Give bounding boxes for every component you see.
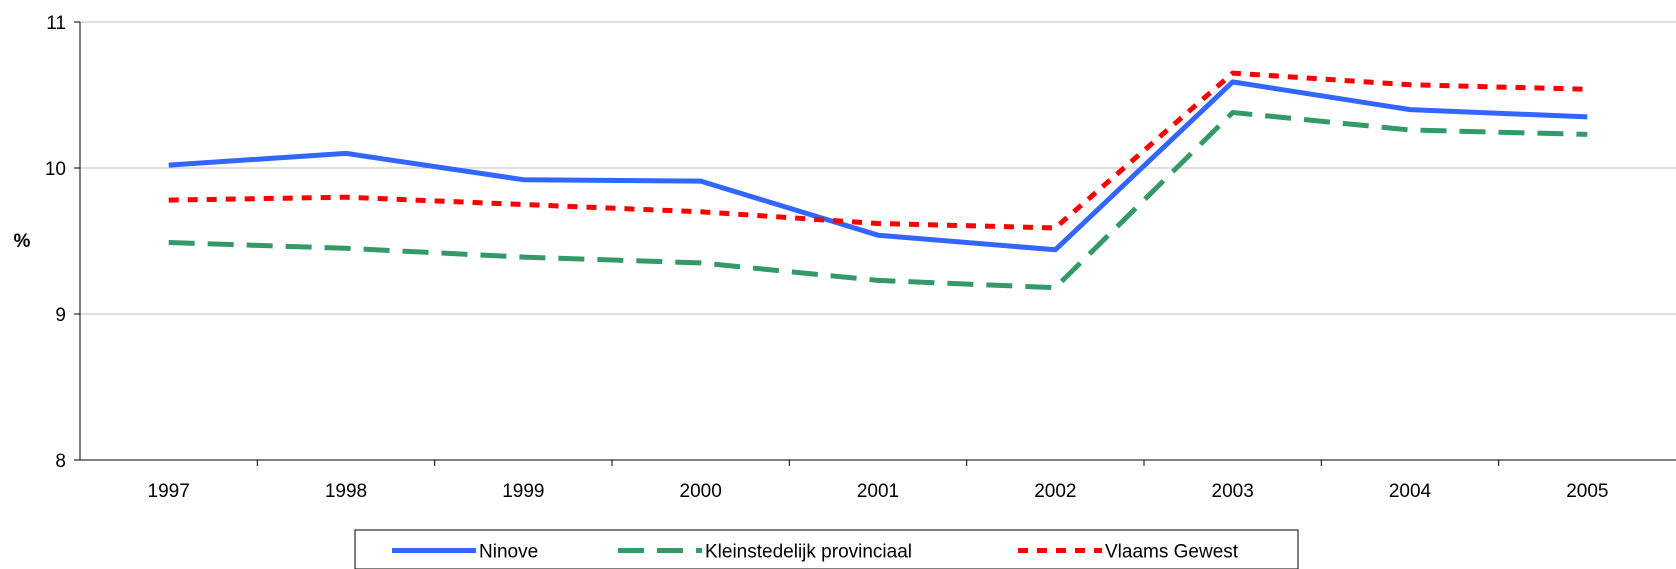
- x-tick-labels: 1997 1998 1999 2000 2001 2002 2003 2004 2005: [148, 481, 1609, 502]
- axes: [74, 21, 1676, 466]
- x-tick-label: 1998: [325, 481, 367, 502]
- x-tick-label: 1997: [148, 481, 190, 502]
- legend: Ninove Kleinstedelijk provinciaal Vlaams G…: [354, 529, 1299, 569]
- y-axis-label: %: [14, 231, 31, 252]
- x-tick-label: 2004: [1389, 481, 1432, 502]
- series-line-2: [168, 70, 1588, 231]
- x-tick-label: 2000: [680, 481, 722, 502]
- x-tick-label: 2002: [1034, 481, 1076, 502]
- x-tick-label: 2001: [857, 481, 899, 502]
- y-tick-label: 8: [55, 451, 66, 472]
- y-tick-label: 10: [45, 159, 66, 180]
- y-tick-label: 11: [46, 13, 66, 34]
- x-tick-label: 1999: [502, 481, 544, 502]
- legend-label: Vlaams Gewest: [1105, 542, 1239, 563]
- y-tick-labels: 8 9 10 11: [45, 13, 66, 472]
- x-tick-label: 2003: [1212, 481, 1254, 502]
- gridlines: [80, 21, 1676, 315]
- y-tick-label: 9: [55, 305, 66, 326]
- series-lines: [168, 70, 1588, 291]
- series-line-0: [168, 79, 1588, 253]
- legend-label: Ninove: [479, 542, 538, 563]
- series-line-1: [168, 110, 1588, 291]
- x-tick-label: 2005: [1566, 481, 1608, 502]
- legend-box: [354, 529, 1299, 569]
- legend-label: Kleinstedelijk provinciaal: [705, 542, 912, 563]
